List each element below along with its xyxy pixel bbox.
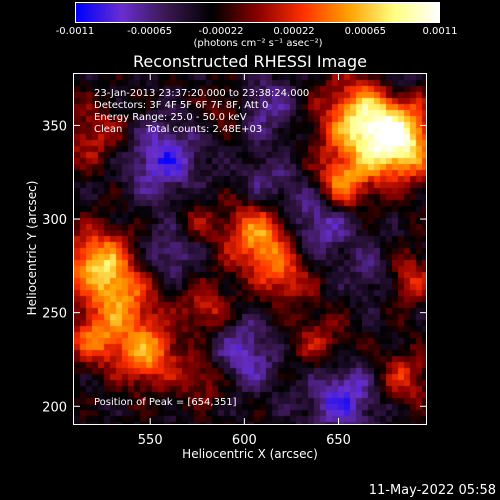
x-tick-label-600: 600 bbox=[232, 433, 257, 448]
x-tick-label-650: 650 bbox=[326, 433, 351, 448]
y-tick-label-350: 350 bbox=[42, 119, 67, 134]
colorbar-tick-4: 0.00065 bbox=[344, 26, 387, 37]
colorbar-tick-5: 0.0011 bbox=[422, 26, 458, 37]
y-tick-label-250: 250 bbox=[42, 307, 67, 322]
colorbar-tick-1: -0.00065 bbox=[127, 26, 173, 37]
peak-position-label: Position of Peak = [654,351] bbox=[94, 397, 237, 408]
colorbar bbox=[75, 2, 440, 23]
detectors-label: Detectors: 3F 4F 5F 6F 7F 8F, Att 0 bbox=[94, 100, 269, 111]
y-axis-label: Heliocentric Y (arcsec) bbox=[25, 180, 39, 316]
y-tick-label-300: 300 bbox=[42, 213, 67, 228]
chart-title: Reconstructed RHESSI Image bbox=[133, 52, 367, 71]
rhessi-heatmap bbox=[74, 74, 426, 424]
total-counts-label: Total counts: 2.48E+03 bbox=[146, 124, 263, 135]
method-label: Clean bbox=[94, 124, 123, 135]
colorbar-tick-2: -0.00022 bbox=[198, 26, 244, 37]
colorbar-tick-3: 0.00022 bbox=[273, 26, 315, 37]
colorbar-unit-label: (photons cm⁻² s⁻¹ asec⁻²) bbox=[193, 38, 323, 49]
plot-frame bbox=[73, 73, 427, 425]
colorbar-tick-0: -0.0011 bbox=[55, 26, 95, 37]
time-range-label: 23-Jan-2013 23:37:20.000 to 23:38:24.000 bbox=[94, 88, 310, 99]
x-tick-label-550: 550 bbox=[138, 433, 163, 448]
timestamp: 11-May-2022 05:58 bbox=[368, 483, 496, 498]
x-axis-label: Heliocentric X (arcsec) bbox=[182, 447, 318, 461]
energy-range-label: Energy Range: 25.0 - 50.0 keV bbox=[94, 112, 247, 123]
y-tick-label-200: 200 bbox=[42, 400, 67, 415]
